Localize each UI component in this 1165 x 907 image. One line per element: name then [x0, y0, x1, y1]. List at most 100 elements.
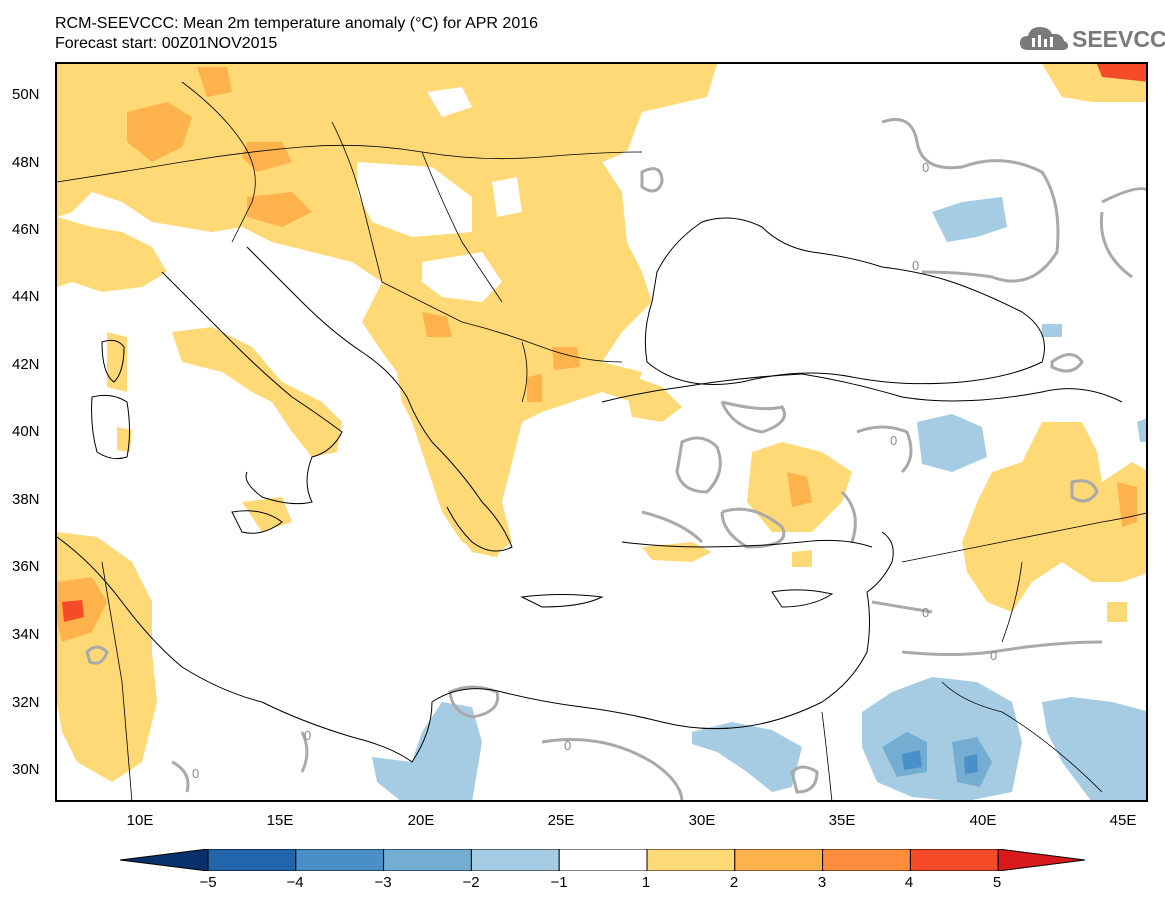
strong-warm-ukraine-east	[1097, 64, 1146, 82]
zero-contour-levant	[871, 600, 1103, 656]
cb-segment	[558, 849, 648, 871]
lon-label-25e: 25E	[547, 812, 575, 829]
coastline-sardinia	[91, 394, 130, 460]
title-line-2: Forecast start: 00Z01NOV2015	[55, 35, 278, 52]
coastline-layer	[57, 217, 1123, 763]
lon-label-40e: 40E	[969, 812, 997, 829]
warm-region-north-africa	[57, 532, 157, 782]
cb-label-5: 5	[992, 874, 1002, 891]
moderate-warm-turkey-center	[787, 472, 812, 507]
title-line-1: RCM-SEEVCCC: Mean 2m temperature anomaly…	[55, 15, 539, 32]
moderate-warm-layer	[57, 67, 1137, 642]
lat-label-40n: 40N	[12, 423, 40, 440]
strong-cool-layer	[902, 750, 978, 774]
lat-label-50n: 50N	[12, 86, 40, 103]
neutral-hole-serbia	[422, 252, 502, 302]
border-line-7	[901, 512, 1146, 563]
contour-label-libya-west: 0	[304, 728, 311, 743]
lat-label-34n: 34N	[12, 626, 40, 643]
strong-warm-tunisia	[62, 600, 84, 622]
cb-arrow-high	[997, 849, 1085, 871]
color-legend	[120, 849, 1085, 871]
warm-region-iraq-north	[1107, 602, 1127, 622]
coastline-crete	[520, 594, 604, 608]
cloud-icon	[1020, 27, 1068, 50]
zero-contour-moldova	[640, 167, 664, 193]
lon-label-20e: 20E	[407, 812, 435, 829]
cb-arrow-low	[120, 849, 209, 871]
cool-region-georgia	[1042, 324, 1062, 337]
warm-region-balkans	[362, 282, 642, 557]
neutral-hole-germany	[427, 87, 472, 117]
cb-label-minus1: −1	[550, 874, 568, 891]
border-line-10	[1001, 561, 1023, 643]
cb-segment	[646, 849, 736, 871]
strong-cool-spot-east	[964, 754, 978, 774]
cool-region-iran	[1137, 418, 1146, 442]
cb-label-2: 2	[729, 874, 739, 891]
cb-segment	[909, 849, 999, 871]
cb-label-minus4: −4	[286, 874, 304, 891]
cb-label-minus2: −2	[462, 874, 480, 891]
seevccc-logo: SEEVCCC	[1018, 20, 1165, 56]
anomaly-map: 0 0 0 0 0 0 0 0	[55, 62, 1148, 802]
lat-label-30n: 30N	[12, 761, 40, 778]
cb-label-3: 3	[817, 874, 827, 891]
lat-label-42n: 42N	[12, 356, 40, 373]
cb-segment	[470, 849, 560, 871]
lon-label-15e: 15E	[266, 812, 294, 829]
lon-label-30e: 30E	[688, 812, 716, 829]
cb-label-4: 4	[904, 874, 914, 891]
cool-region-egypt-coast	[692, 722, 802, 792]
cool-region-libya	[372, 702, 482, 800]
border-line-9	[101, 561, 133, 800]
lon-label-10e: 10E	[126, 812, 154, 829]
warm-region-italy	[172, 327, 342, 457]
zero-contour-caucasus-ring	[1050, 353, 1084, 373]
cb-segment	[207, 849, 297, 871]
coastline-turkey	[601, 373, 1123, 403]
moderate-warm-austria	[247, 192, 312, 227]
border-layer	[57, 81, 1146, 800]
cb-segment	[383, 849, 472, 871]
zero-contour-algeria	[85, 645, 190, 793]
coastline-adriatic	[246, 246, 433, 443]
lat-label-36n: 36N	[12, 558, 40, 575]
cool-region-turkey-east	[917, 414, 987, 472]
zero-contour-turkey-west	[675, 436, 722, 494]
coastline-cyprus	[771, 589, 834, 608]
contour-label-algeria: 0	[192, 766, 199, 781]
warm-region-sardinia	[107, 332, 127, 392]
contour-label-layer: 0 0 0 0 0 0 0 0	[192, 160, 997, 781]
coastline-turkey-south	[621, 539, 873, 548]
strong-warm-layer	[62, 64, 1146, 622]
contour-label-caucasus: 0	[912, 258, 919, 273]
border-line-8	[941, 681, 1103, 793]
lon-label-45e: 45E	[1109, 812, 1137, 829]
lat-label-44n: 44N	[12, 288, 40, 305]
cool-region-iraq-south	[1042, 697, 1146, 800]
strong-cool-spot-west	[902, 750, 922, 770]
border-line-3	[331, 121, 383, 283]
zero-contour-ukraine	[881, 118, 1060, 283]
lat-label-38n: 38N	[12, 491, 40, 508]
map-title: RCM-SEEVCCC: Mean 2m temperature anomaly…	[55, 14, 538, 54]
cb-segment	[822, 849, 911, 871]
coastline-corsica	[101, 339, 125, 383]
map-canvas: 0 0 0 0 0 0 0 0	[57, 64, 1146, 800]
cb-label-minus5: −5	[199, 874, 217, 891]
logo-text: SEEVCCC	[1072, 26, 1165, 52]
coastline-levant	[866, 531, 894, 593]
warm-region-peloponnese	[447, 502, 507, 557]
contour-label-syria: 0	[990, 648, 997, 663]
zero-contour-libya-band	[300, 731, 684, 800]
border-line-6	[521, 341, 528, 403]
moderate-warm-macedonia	[527, 374, 542, 402]
cb-segment	[295, 849, 385, 871]
lat-label-48n: 48N	[12, 154, 40, 171]
zero-contour-egypt	[790, 765, 819, 794]
coastline-italy	[161, 271, 343, 505]
border-line-1	[57, 144, 643, 183]
neutral-holes-layer	[357, 87, 1146, 542]
zero-contour-caucasus	[1099, 187, 1146, 279]
